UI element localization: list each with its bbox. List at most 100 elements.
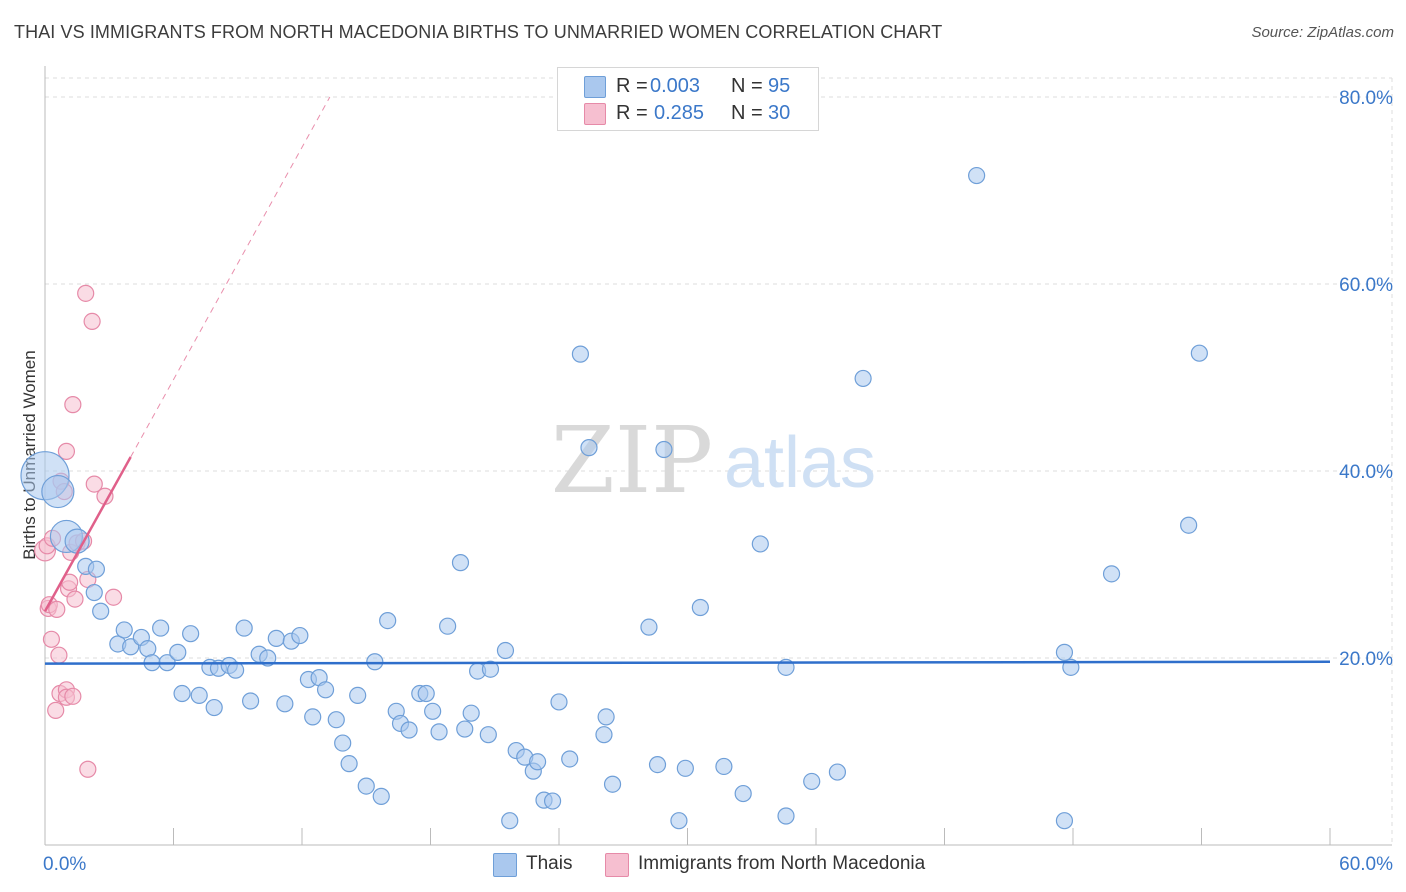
thais-point — [64, 528, 90, 554]
thais-point — [430, 723, 448, 741]
macedonia-point — [64, 396, 82, 414]
thais-point — [400, 721, 418, 739]
y-tick-label: 20.0% — [1339, 649, 1393, 670]
thais-point — [340, 755, 358, 773]
thais-point — [603, 775, 622, 793]
thais-point — [235, 619, 253, 637]
macedonia-trend-line — [43, 456, 132, 612]
thais-point — [543, 792, 562, 810]
thais-point — [691, 598, 709, 617]
thais-point — [1180, 516, 1198, 534]
grid — [45, 77, 1393, 845]
watermark-zip: ZIP — [551, 407, 713, 514]
macedonia-point — [77, 284, 95, 302]
thais-point — [501, 812, 519, 830]
macedonia-point — [47, 701, 65, 719]
r-label: R = — [616, 75, 648, 97]
macedonia-trend-extension — [130, 96, 331, 458]
n-value: 30 — [768, 102, 791, 124]
thais-point — [571, 345, 590, 363]
watermark: ZIP atlas — [551, 407, 876, 514]
tick-labels: 20.0% 40.0% 60.0% 80.0% 0.0% 60.0% — [43, 88, 1393, 875]
thais-point — [169, 643, 187, 661]
macedonia-point — [48, 600, 66, 618]
thais-point — [115, 621, 133, 639]
legend-label: Immigrants from North Macedonia — [638, 853, 926, 874]
thais-point — [496, 641, 515, 660]
thais-point — [379, 611, 397, 630]
thais-point — [777, 807, 795, 825]
thais-point — [1055, 812, 1074, 830]
thais-point — [550, 693, 568, 711]
thais-point — [304, 708, 322, 726]
n-label: N = — [731, 102, 763, 124]
thais-point — [597, 708, 615, 726]
thais-point — [715, 757, 733, 776]
thais-point — [291, 626, 309, 645]
thais-point — [481, 660, 500, 678]
thais-point — [205, 698, 223, 717]
thais-point — [182, 625, 200, 643]
thais-point — [456, 720, 474, 738]
r-label: R = — [616, 102, 648, 124]
thais-point — [595, 726, 613, 744]
thais-point — [316, 681, 335, 699]
macedonia-point — [79, 760, 97, 778]
thais-point — [267, 629, 285, 647]
thais-point — [259, 649, 277, 667]
thais-point — [334, 734, 352, 752]
x-tick-label: 0.0% — [43, 854, 86, 875]
thais-swatch — [584, 76, 606, 98]
thais-point — [439, 617, 457, 635]
thais-point — [828, 763, 847, 781]
thais-point — [372, 787, 390, 805]
thais-point — [173, 684, 191, 703]
x-tick-label: 60.0% — [1339, 854, 1393, 875]
thais-point — [276, 695, 294, 713]
thais-point — [528, 753, 547, 771]
macedonia-point — [64, 687, 82, 705]
macedonia-point — [57, 442, 76, 460]
thais-point — [327, 711, 345, 729]
thais-point — [803, 772, 821, 791]
macedonia-point — [85, 475, 103, 493]
r-value: 0.003 — [650, 75, 701, 97]
thais-point — [854, 369, 872, 388]
macedonia-point — [83, 312, 101, 330]
thais-point — [92, 602, 110, 620]
thais-point — [451, 554, 470, 572]
thais-legend-swatch — [493, 853, 517, 877]
thais-point — [670, 812, 688, 830]
macedonia-point — [42, 630, 61, 648]
thais-point — [1055, 643, 1074, 661]
stats-legend: R = 0.003 N = 95 R = 0.285 N = 30 — [557, 67, 819, 131]
macedonia-point — [66, 590, 84, 608]
thais-point — [85, 583, 103, 602]
macedonia-legend-swatch — [605, 853, 629, 877]
macedonia-point — [104, 588, 123, 606]
thais-point — [655, 440, 673, 459]
thais-point — [1190, 344, 1208, 362]
thais-point — [648, 755, 667, 774]
thais-point — [190, 686, 208, 705]
thais-point — [751, 535, 769, 553]
thais-point — [41, 474, 75, 509]
trend-lines — [43, 96, 1331, 665]
thais-point — [152, 619, 170, 637]
y-tick-label: 80.0% — [1339, 88, 1393, 109]
thais-point — [462, 704, 480, 722]
thais-point — [349, 686, 367, 705]
macedonia-swatch — [584, 103, 606, 125]
r-value: 0.285 — [654, 102, 705, 124]
chart-title: THAI VS IMMIGRANTS FROM NORTH MACEDONIA … — [14, 22, 943, 42]
thais-point — [417, 684, 435, 703]
source-label: Source: ZipAtlas.com — [1251, 24, 1394, 41]
y-tick-label: 40.0% — [1339, 462, 1393, 483]
thais-point — [640, 618, 658, 636]
thais-point — [357, 777, 375, 795]
n-label: N = — [731, 75, 763, 97]
thais-point — [968, 166, 986, 185]
thais-point — [242, 692, 260, 710]
thais-point — [479, 726, 497, 744]
